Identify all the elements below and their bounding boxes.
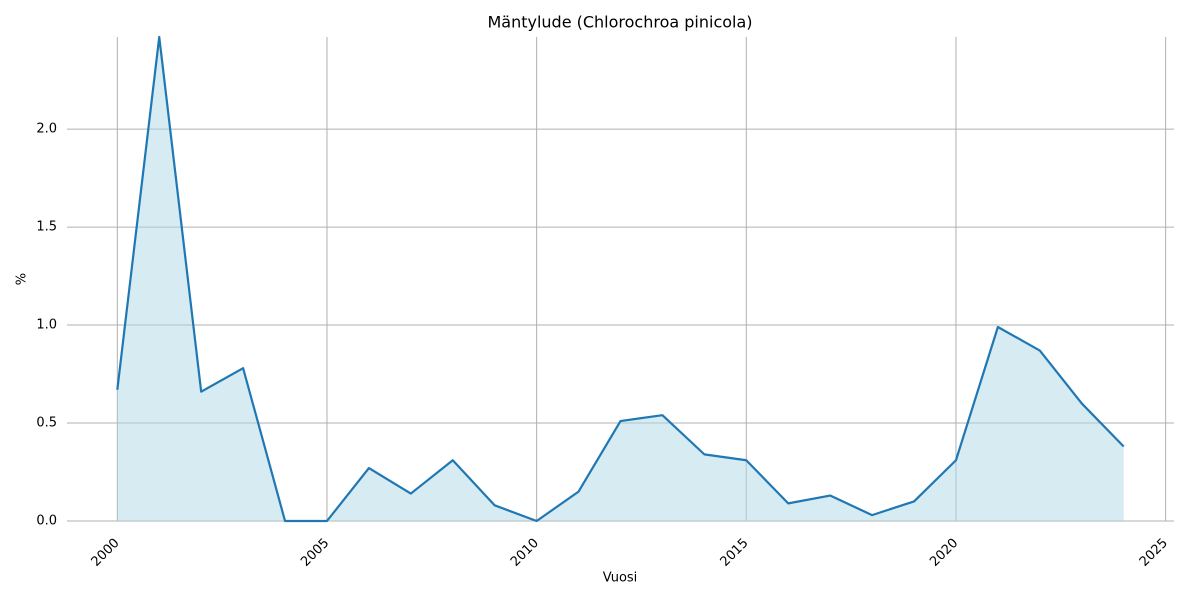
y-tick-label: 1.0 xyxy=(36,318,57,333)
y-tick-label: 0.5 xyxy=(36,416,57,431)
x-tick-label: 2015 xyxy=(718,536,752,570)
x-axis-label: Vuosi xyxy=(603,571,638,586)
x-tick-label: 2010 xyxy=(508,536,542,570)
y-tick-label: 1.5 xyxy=(36,220,57,235)
chart-title: Mäntylude (Chlorochroa pinicola) xyxy=(487,13,752,32)
y-tick-label: 0.0 xyxy=(36,514,57,529)
line xyxy=(116,35,1125,523)
y-tick-label: 2.0 xyxy=(36,122,57,137)
y-axis-label: % xyxy=(15,273,30,285)
x-tick-label: 2025 xyxy=(1137,536,1171,570)
x-tick-label: 2005 xyxy=(298,536,332,570)
x-tick-label: 2020 xyxy=(927,536,961,570)
area-fill xyxy=(117,37,1124,521)
x-tick-label: 2000 xyxy=(89,536,123,570)
